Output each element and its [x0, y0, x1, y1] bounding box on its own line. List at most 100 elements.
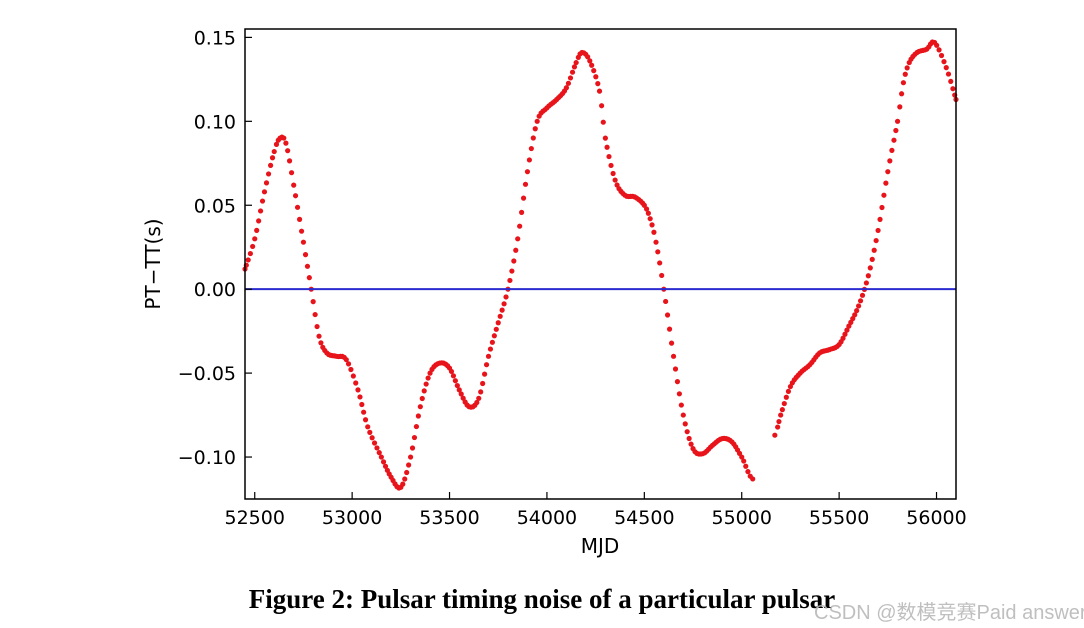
data-point: [400, 481, 406, 487]
data-point: [345, 361, 352, 367]
data-point: [591, 68, 597, 74]
data-point: [891, 137, 897, 143]
data-point: [587, 58, 593, 64]
data-point: [778, 412, 784, 418]
plot-background: [245, 29, 956, 499]
x-tick-label: 53000: [322, 507, 382, 529]
data-point: [945, 71, 952, 77]
data-point: [371, 440, 378, 446]
data-point: [674, 379, 681, 385]
data-point: [273, 141, 280, 147]
data-point: [567, 75, 574, 81]
data-point: [511, 258, 517, 264]
data-point: [670, 353, 677, 359]
data-point: [600, 119, 606, 125]
data-point: [448, 368, 455, 375]
data-point: [565, 80, 572, 86]
data-point: [885, 169, 891, 175]
data-point: [854, 308, 860, 314]
data-point: [645, 210, 651, 216]
data-point: [355, 387, 361, 393]
y-tick-label: −0.05: [178, 363, 236, 385]
data-point: [474, 399, 480, 406]
data-point: [256, 218, 262, 224]
data-point: [569, 69, 576, 75]
data-point: [380, 459, 387, 465]
data-point: [415, 413, 421, 419]
data-point: [350, 373, 356, 379]
data-point: [513, 247, 519, 253]
data-point: [491, 333, 497, 339]
data-point: [934, 42, 940, 48]
data-point: [365, 424, 371, 430]
data-point: [304, 263, 311, 269]
data-point: [353, 380, 359, 386]
data-point: [775, 424, 781, 430]
data-point: [503, 294, 509, 300]
data-point: [743, 463, 749, 469]
data-point: [489, 339, 495, 345]
data-point: [495, 320, 501, 326]
data-point: [943, 65, 949, 71]
data-point: [423, 381, 429, 387]
data-point: [776, 418, 782, 425]
data-point: [772, 432, 778, 438]
data-point: [781, 400, 787, 407]
data-point: [842, 331, 848, 337]
data-point: [454, 382, 460, 389]
data-point: [487, 346, 494, 352]
data-point: [245, 257, 251, 263]
data-point: [520, 195, 527, 201]
data-point: [893, 127, 899, 134]
data-point: [247, 250, 253, 257]
data-point: [641, 202, 647, 208]
data-point: [657, 260, 663, 266]
data-point: [659, 272, 665, 279]
data-point: [856, 303, 862, 309]
data-point: [750, 476, 756, 482]
data-point: [417, 404, 423, 410]
data-point: [573, 59, 579, 66]
data-point: [850, 316, 856, 322]
data-point: [741, 458, 747, 464]
x-tick-label: 55000: [711, 507, 771, 529]
data-point: [608, 162, 614, 169]
data-point: [369, 435, 375, 441]
x-tick-label: 52500: [225, 507, 285, 529]
data-point: [859, 292, 866, 298]
data-point: [900, 80, 907, 86]
data-point: [655, 249, 661, 255]
data-point: [348, 366, 354, 373]
data-point: [458, 391, 464, 397]
data-point: [676, 391, 682, 397]
data-point: [485, 353, 492, 359]
data-point: [259, 198, 266, 204]
data-point: [593, 74, 599, 80]
data-point: [871, 247, 877, 253]
y-tick-label: 0.00: [194, 279, 236, 301]
data-point: [480, 380, 486, 387]
data-point: [678, 402, 684, 408]
x-tick-label: 53500: [419, 507, 479, 529]
data-point: [643, 206, 650, 212]
data-point: [941, 59, 947, 65]
data-point: [515, 236, 521, 242]
data-point: [844, 327, 850, 333]
data-point: [318, 340, 324, 346]
data-point: [589, 62, 595, 68]
data-point: [314, 323, 320, 330]
data-point: [519, 209, 525, 215]
data-point: [875, 227, 881, 234]
data-point: [476, 395, 482, 401]
data-point: [376, 450, 382, 456]
data-point: [268, 162, 274, 168]
data-point: [867, 265, 873, 271]
data-point: [950, 86, 956, 92]
data-point: [265, 171, 272, 177]
data-point: [663, 298, 669, 305]
y-tick-label: 0.05: [194, 195, 236, 217]
data-point: [292, 193, 299, 199]
data-point: [281, 135, 287, 141]
data-point: [378, 454, 384, 460]
data-points: [242, 39, 959, 491]
